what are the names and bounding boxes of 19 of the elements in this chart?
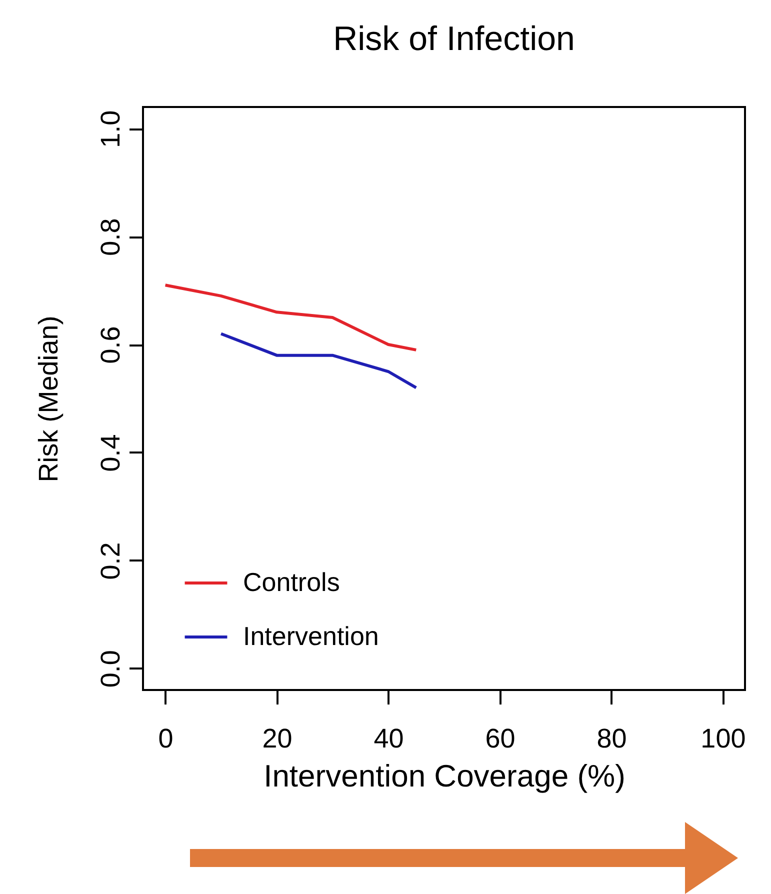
legend-label: Intervention (243, 621, 379, 651)
legend-label: Controls (243, 567, 340, 597)
x-tick-label: 80 (596, 724, 627, 754)
x-tick-label: 0 (158, 724, 174, 754)
line-series (220, 332, 418, 390)
x-tick-label: 100 (700, 724, 746, 754)
x-tick-label: 60 (485, 724, 516, 754)
line-series (164, 284, 418, 352)
y-tick-label: 1.0 (96, 110, 126, 148)
y-tick-label: 0.6 (96, 326, 126, 364)
y-axis-title: Risk (Median) (34, 316, 64, 482)
x-axis-title: Intervention Coverage (%) (264, 758, 626, 794)
y-tick-label: 0.2 (96, 542, 126, 580)
y-tick-label: 0.0 (96, 650, 126, 688)
chart-title: Risk of Infection (333, 20, 575, 58)
y-tick-label: 0.4 (96, 434, 126, 472)
x-tick-label: 40 (374, 724, 404, 754)
x-tick-label: 20 (262, 724, 292, 754)
y-tick-label: 0.8 (96, 218, 126, 256)
